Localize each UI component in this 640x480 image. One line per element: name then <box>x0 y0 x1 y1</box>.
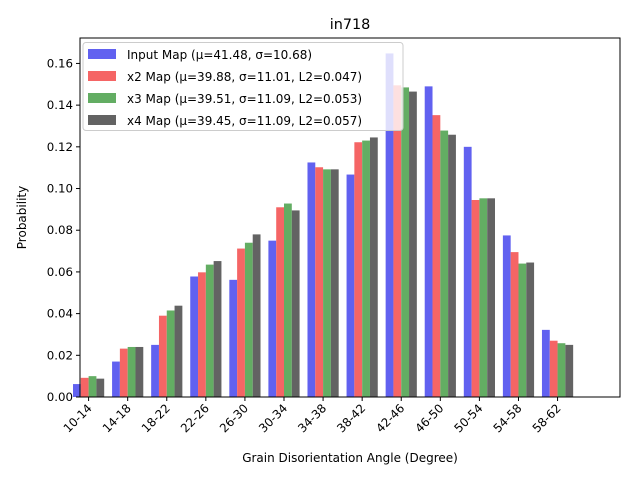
x-tick-label: 18-22 <box>139 401 173 435</box>
bar-series-1-50-54 <box>463 146 472 397</box>
x-tick-label: 54-58 <box>490 401 524 435</box>
legend-label-2: x2 Map (μ=39.88, σ=11.01, L2=0.047) <box>127 70 362 84</box>
bar-series-4-26-30 <box>252 234 261 397</box>
bar-series-2-54-58 <box>510 252 519 397</box>
y-tick-label: 0.10 <box>47 182 73 196</box>
bar-series-2-50-54 <box>471 199 480 397</box>
bars-group <box>73 53 574 398</box>
y-axis-label: Probability <box>15 186 29 249</box>
x-tick-label: 38-42 <box>334 401 368 435</box>
y-tick-label: 0.04 <box>47 307 73 321</box>
legend-swatch-4 <box>88 115 116 125</box>
bar-series-3-22-26 <box>205 264 214 397</box>
bar-series-1-30-34 <box>268 240 277 397</box>
bar-series-1-18-22 <box>151 344 159 397</box>
bar-series-4-46-50 <box>448 134 456 398</box>
legend-label-1: Input Map (μ=41.48, σ=10.68) <box>127 48 312 62</box>
x-tick-label: 30-34 <box>256 401 290 435</box>
x-axis-label: Grain Disorientation Angle (Degree) <box>242 451 458 465</box>
legend: Input Map (μ=41.48, σ=10.68) x2 Map (μ=39… <box>82 42 404 131</box>
bar-series-2-18-22 <box>158 315 167 397</box>
bar-series-2-14-18 <box>119 348 128 397</box>
bar-series-4-50-54 <box>487 198 495 397</box>
x-tick-label: 34-38 <box>295 401 329 435</box>
plot-frame <box>79 37 621 398</box>
bar-series-4-18-22 <box>174 305 183 397</box>
bar-series-2-46-50 <box>432 115 441 397</box>
y-tick-label: 0.02 <box>47 348 73 362</box>
bar-series-3-58-62 <box>557 343 566 397</box>
bar-series-3-54-58 <box>518 263 527 397</box>
legend-swatch-3 <box>88 93 116 103</box>
bar-series-3-30-34 <box>284 203 292 397</box>
y-tick-label: 0.06 <box>47 265 73 279</box>
bar-series-2-38-42 <box>354 142 363 397</box>
bar-series-3-10-14 <box>88 376 97 397</box>
bar-series-4-58-62 <box>565 344 574 397</box>
legend-frame <box>82 42 404 131</box>
bar-series-1-46-50 <box>424 86 433 398</box>
y-tick-label: 0.08 <box>47 223 73 237</box>
bar-series-3-50-54 <box>479 198 488 397</box>
bar-series-3-38-42 <box>362 140 370 397</box>
bar-series-4-30-34 <box>291 210 300 397</box>
bar-series-4-34-38 <box>330 169 339 397</box>
chart-title: in718 <box>330 17 371 33</box>
x-tick-label: 14-18 <box>100 401 134 435</box>
bar-series-2-58-62 <box>549 340 558 397</box>
bar-series-2-42-46 <box>393 85 402 397</box>
legend-swatch-1 <box>88 49 116 59</box>
bar-series-4-54-58 <box>526 262 535 397</box>
y-axis: 0.00 0.02 0.04 0.06 0.08 0.10 0.12 0.14 0.16 <box>47 56 80 404</box>
bar-series-1-42-46 <box>385 53 394 398</box>
bar-series-1-34-38 <box>307 162 316 397</box>
bar-series-4-38-42 <box>369 137 378 397</box>
x-tick-label: 26-30 <box>217 401 251 435</box>
bar-series-1-22-26 <box>190 276 199 397</box>
bar-series-2-34-38 <box>315 167 324 397</box>
bar-series-1-26-30 <box>229 279 238 397</box>
bar-series-4-42-46 <box>409 91 417 397</box>
bar-series-2-22-26 <box>198 272 206 397</box>
bar-series-4-14-18 <box>135 346 144 397</box>
bar-series-1-38-42 <box>346 174 355 397</box>
x-tick-label: 10-14 <box>61 401 95 435</box>
bar-series-4-22-26 <box>213 261 222 397</box>
legend-label-4: x4 Map (μ=39.45, σ=11.09, L2=0.057) <box>127 114 362 128</box>
legend-swatch-2 <box>88 71 116 81</box>
bar-series-3-18-22 <box>166 310 175 397</box>
x-axis: 10-14 14-18 18-22 22-26 26-30 30-34 34-38 38-42… <box>61 397 564 435</box>
y-tick-label: 0.16 <box>47 56 73 70</box>
bar-series-1-58-62 <box>541 329 550 397</box>
bar-series-3-34-38 <box>323 169 331 397</box>
x-tick-label: 42-46 <box>373 401 407 435</box>
bar-series-1-10-14 <box>73 384 81 397</box>
x-tick-label: 22-26 <box>178 401 212 435</box>
x-tick-label: 50-54 <box>451 401 485 435</box>
bar-series-4-10-14 <box>96 378 105 397</box>
bar-series-3-46-50 <box>440 130 449 397</box>
bar-series-3-42-46 <box>401 87 410 397</box>
bar-series-1-14-18 <box>112 361 120 397</box>
bar-series-2-30-34 <box>276 207 284 397</box>
bar-series-3-14-18 <box>127 346 136 397</box>
bar-series-3-26-30 <box>244 242 253 397</box>
x-tick-label: 58-62 <box>530 401 564 435</box>
y-tick-label: 0.14 <box>47 98 73 112</box>
legend-label-3: x3 Map (μ=39.51, σ=11.09, L2=0.053) <box>127 92 362 106</box>
bar-series-2-10-14 <box>80 377 89 397</box>
x-tick-label: 46-50 <box>412 401 446 435</box>
y-tick-label: 0.00 <box>47 390 73 404</box>
bar-series-2-26-30 <box>237 248 245 397</box>
y-tick-label: 0.12 <box>47 140 73 154</box>
bar-series-1-54-58 <box>502 235 511 397</box>
